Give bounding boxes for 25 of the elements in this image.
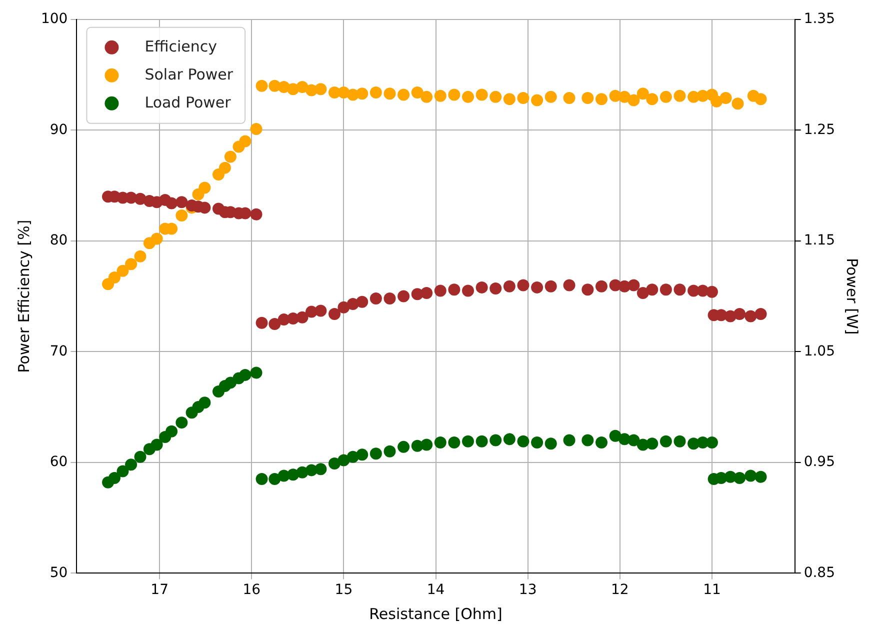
y2-axis-title: Power [W]	[843, 258, 862, 335]
x-tick-label: 17	[150, 582, 168, 598]
y-tick-label: 80	[50, 232, 68, 249]
y-tick-label: 60	[50, 454, 68, 470]
y2-tick-label: 0.95	[804, 454, 835, 470]
x-tick-label: 13	[518, 582, 537, 598]
y2-tick-label: 1.15	[804, 232, 835, 249]
x-tick-label: 16	[242, 582, 261, 598]
y2-tick-label: 1.35	[804, 11, 835, 28]
x-tick-label: 14	[426, 582, 445, 598]
y-tick-label: 100	[40, 11, 68, 28]
y-tick-label: 50	[50, 564, 68, 581]
y2-tick-label: 1.05	[804, 343, 835, 360]
y-axis-title: Power Efficiency [%]	[14, 220, 33, 373]
x-tick-label: 15	[334, 582, 353, 598]
y2-tick-label: 1.25	[804, 122, 835, 138]
y2-tick-label: 0.85	[804, 564, 835, 581]
y-tick-label: 90	[50, 122, 68, 138]
x-tick-label: 11	[703, 582, 721, 598]
legend-label: Efficiency	[144, 37, 218, 56]
x-axis-title: Resistance [Ohm]	[369, 604, 502, 623]
legend-label: Load Power	[144, 93, 232, 112]
x-tick-label: 12	[610, 582, 629, 598]
y-tick-label: 70	[50, 343, 68, 360]
legend-label: Solar Power	[144, 65, 234, 84]
